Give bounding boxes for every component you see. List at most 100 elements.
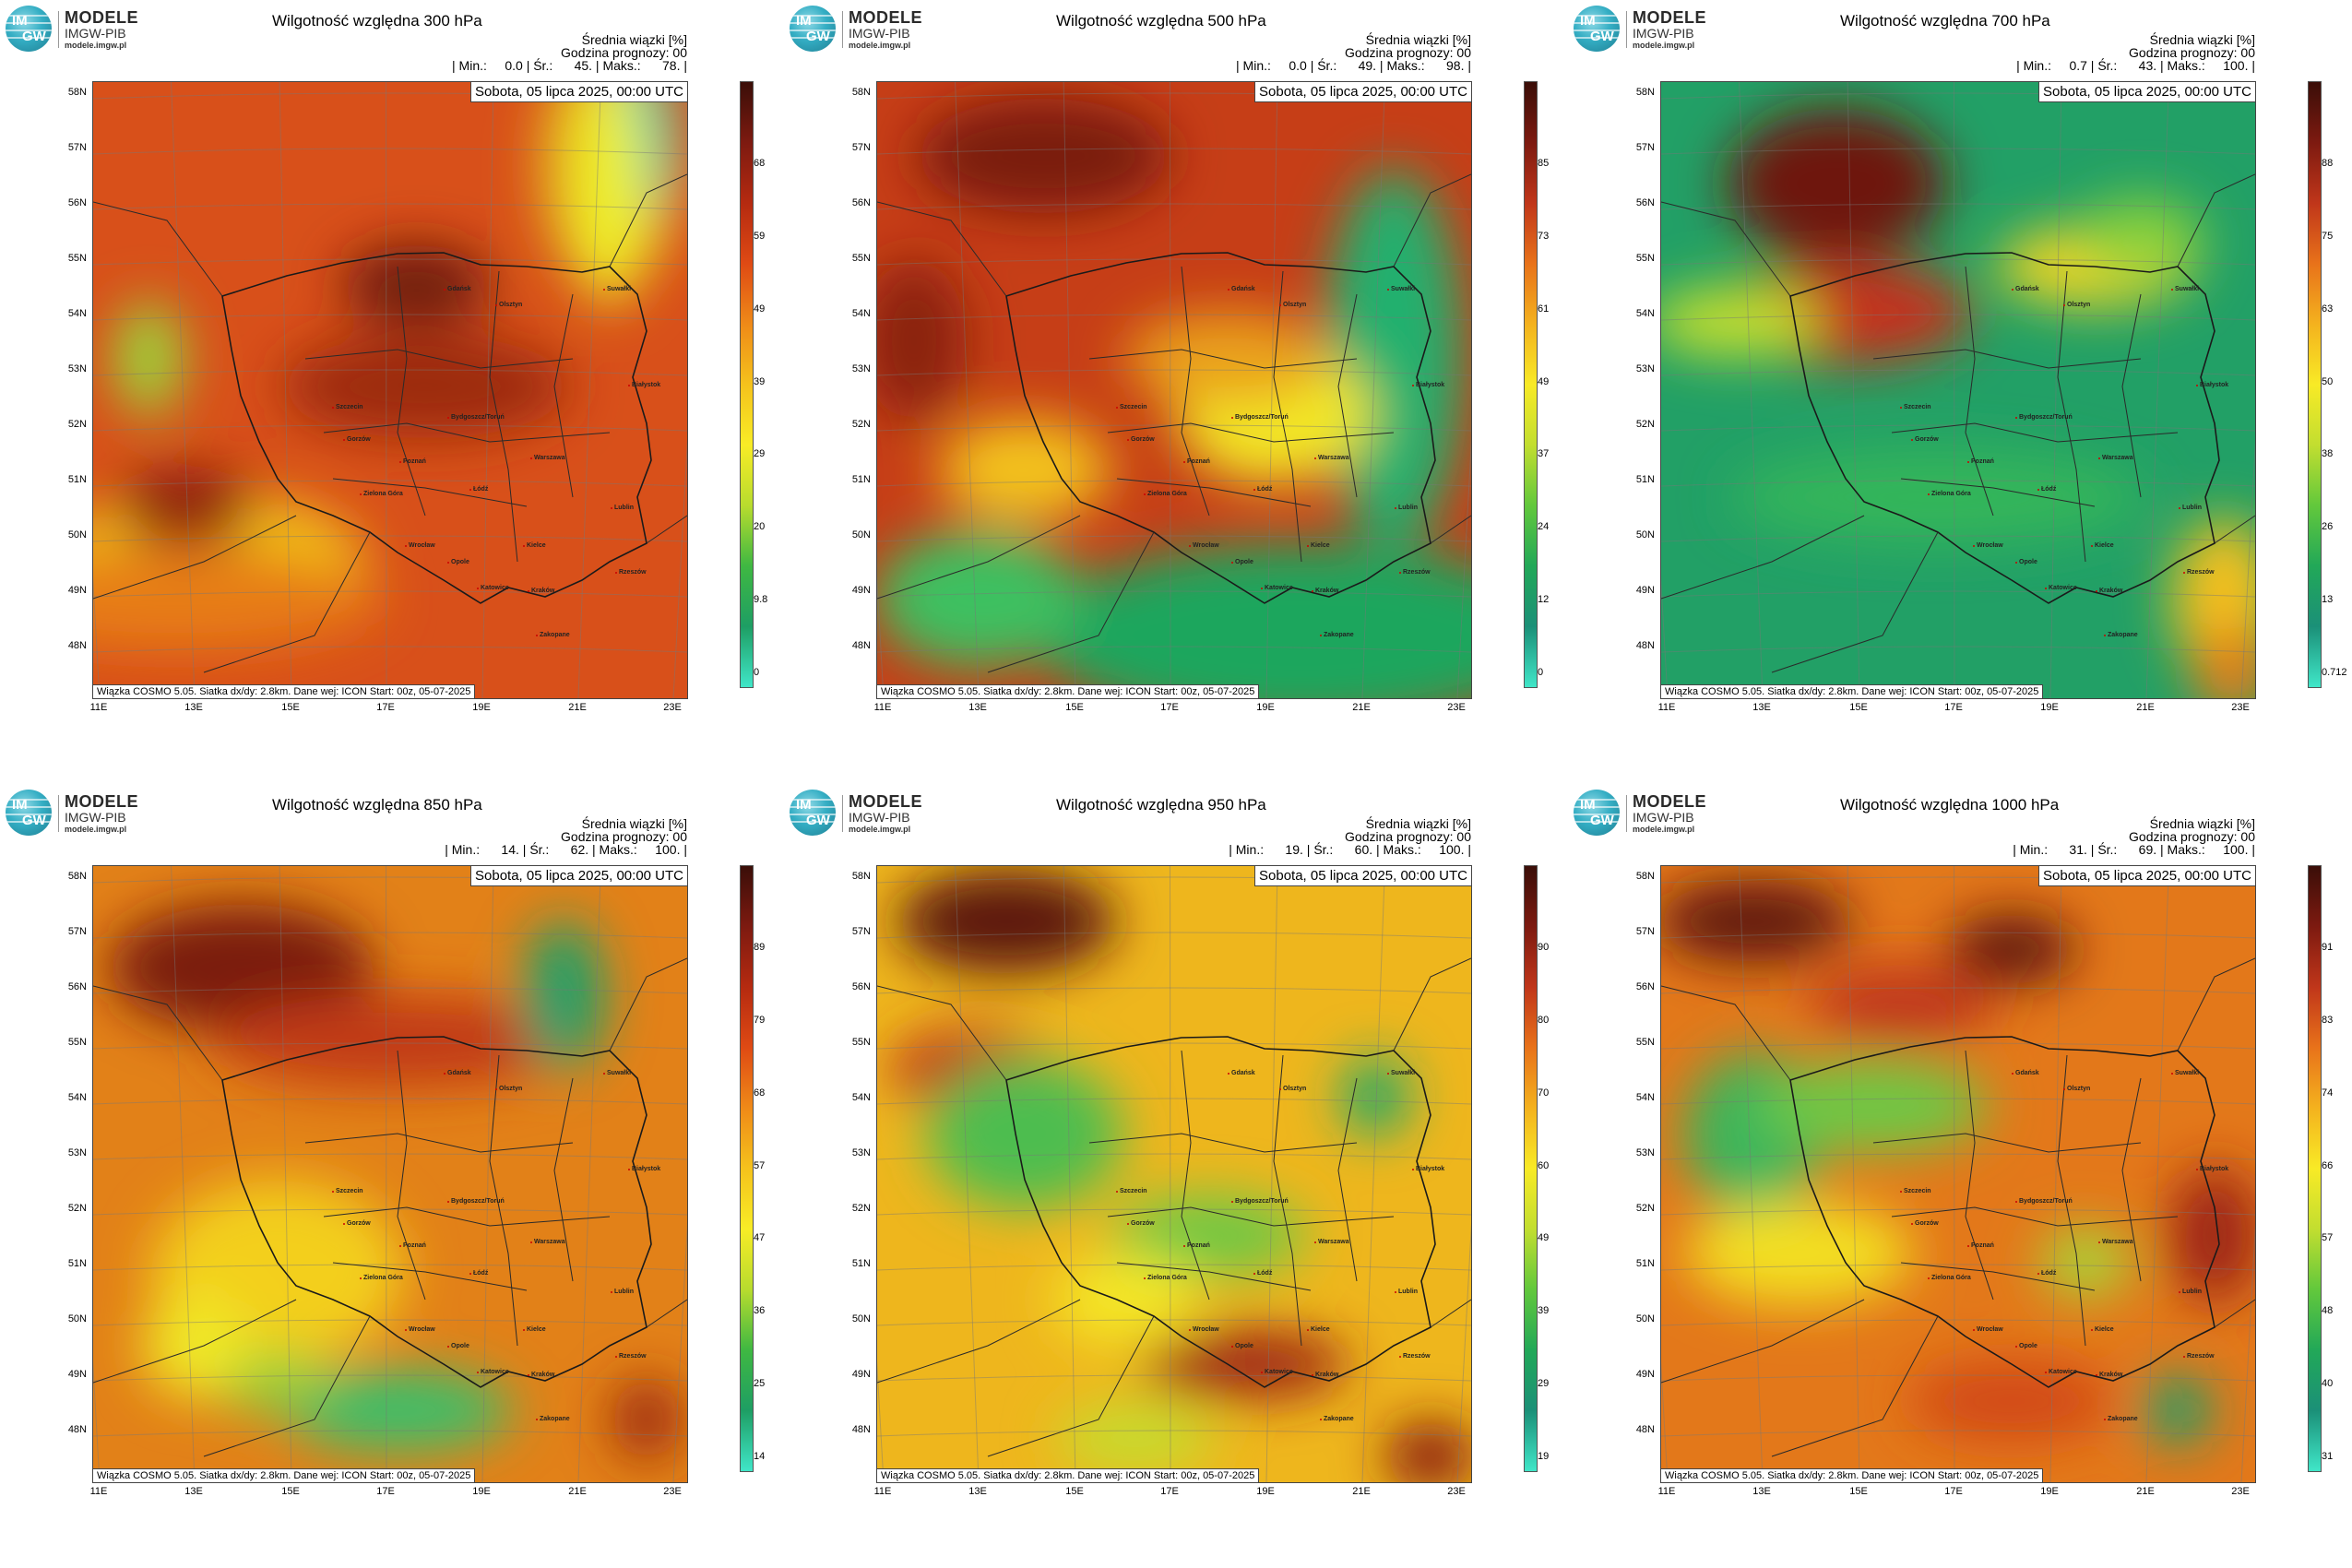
- city-label: Suwałki: [1386, 1070, 1416, 1076]
- longitude-label: 21E: [2136, 1486, 2155, 1497]
- colorbar-tick: 24: [1538, 521, 1550, 533]
- latitude-label: 58N: [67, 87, 87, 98]
- latitude-label: 52N: [67, 419, 87, 430]
- latitude-label: 50N: [67, 1313, 87, 1324]
- latitude-label: 53N: [1635, 1147, 1655, 1158]
- city-label: Kielce: [1307, 1326, 1330, 1333]
- colorbar-tick: 38: [2322, 448, 2334, 460]
- humidity-field: [93, 82, 687, 698]
- latitude-label: 57N: [67, 926, 87, 937]
- colorbar-tick: 13: [2322, 594, 2334, 606]
- colorbar-tick: 39: [754, 375, 766, 387]
- logo-subtitle: IMGW-PIB: [1633, 26, 1694, 41]
- latitude-label: 50N: [1635, 1313, 1655, 1324]
- logo-title: MODELE: [1633, 8, 1707, 27]
- logo-im-text: IM: [1580, 13, 1596, 29]
- latitude-label: 56N: [67, 981, 87, 992]
- longitude-label: 17E: [1160, 1486, 1179, 1497]
- panel-title: Wilgotność względna 1000 hPa: [1840, 796, 2060, 814]
- city-label: Warszawa: [530, 455, 565, 461]
- colorbar-tick: 0: [1538, 667, 1544, 678]
- longitude-label: 19E: [1256, 702, 1275, 713]
- stats-block: Średnia wiązki [%] Godzina prognozy: 00 | …: [445, 817, 687, 856]
- longitude-label: 13E: [968, 702, 987, 713]
- map-area: Gdańsk Olsztyn Szczecin Bydgoszcz/Toruń Biał…: [876, 865, 1472, 1483]
- city-label: Zielona Góra: [1928, 1275, 1971, 1281]
- city-label: Opole: [2015, 1343, 2037, 1349]
- city-label: Zakopane: [1320, 632, 1354, 638]
- colorbar-tick: 48: [2322, 1305, 2334, 1317]
- longitude-label: 15E: [281, 702, 300, 713]
- colorbar: [740, 81, 754, 688]
- latitude-label: 56N: [1635, 981, 1655, 992]
- city-label: Szczecin: [1900, 404, 1931, 410]
- logo-title: MODELE: [65, 8, 139, 27]
- city-label: Poznań: [1967, 1242, 1994, 1249]
- colorbar-tick: 29: [754, 448, 766, 460]
- colorbar-tick: 25: [754, 1378, 766, 1390]
- colorbar-tick: 63: [2322, 303, 2334, 315]
- city-label: Wrocław: [405, 542, 435, 549]
- colorbar-tick: 12: [1538, 594, 1550, 606]
- colorbar-tick: 40: [2322, 1378, 2334, 1390]
- stats-values: | Min.: 19. | Śr.: 60. | Maks.: 100. |: [1229, 842, 1471, 857]
- latitude-label: 57N: [67, 142, 87, 153]
- latitude-label: 51N: [67, 1258, 87, 1269]
- city-label: Bydgoszcz/Toruń: [2015, 414, 2073, 421]
- city-label: Opole: [1231, 1343, 1253, 1349]
- colorbar-tick: 19: [1538, 1451, 1550, 1462]
- logo-title: MODELE: [849, 792, 923, 811]
- imgw-logo: IM GW MODELE IMGW-PIB modele.imgw.pl: [1574, 790, 1721, 836]
- city-label: Gorzów: [343, 436, 371, 443]
- colorbar-tick: 80: [1538, 1014, 1550, 1026]
- forecast-date: Sobota, 05 lipca 2025, 00:00 UTC: [1254, 866, 1471, 886]
- longitude-label: 23E: [2231, 702, 2250, 713]
- stats-values: | Min.: 31. | Śr.: 69. | Maks.: 100. |: [2013, 842, 2255, 857]
- city-label: Kraków: [527, 1372, 555, 1378]
- city-label: Bydgoszcz/Toruń: [2015, 1198, 2073, 1205]
- city-label: Warszawa: [1314, 455, 1349, 461]
- stats-block: Średnia wiązki [%] Godzina prognozy: 00 | …: [1236, 33, 1471, 72]
- city-label: Katowice: [2045, 1369, 2077, 1375]
- stats-block: Średnia wiązki [%] Godzina prognozy: 00 | …: [452, 33, 687, 72]
- city-label: Poznań: [399, 458, 426, 465]
- city-label: Bydgoszcz/Toruń: [1231, 1198, 1289, 1205]
- latitude-label: 58N: [1635, 87, 1655, 98]
- city-label: Łódź: [2037, 1270, 2057, 1277]
- longitude-label: 21E: [568, 1486, 587, 1497]
- colorbar-tick: 57: [2322, 1232, 2334, 1244]
- city-label: Lublin: [1395, 505, 1418, 511]
- stats-values: | Min.: 0.7 | Śr.: 43. | Maks.: 100. |: [2016, 58, 2255, 73]
- latitude-label: 58N: [67, 871, 87, 882]
- latitude-label: 54N: [1635, 1092, 1655, 1103]
- stats-block: Średnia wiązki [%] Godzina prognozy: 00 | …: [2016, 33, 2255, 72]
- city-label: Poznań: [1967, 458, 1994, 465]
- city-label: Zielona Góra: [1144, 491, 1187, 497]
- latitude-label: 56N: [851, 197, 871, 208]
- city-label: Szczecin: [1116, 1188, 1147, 1194]
- panel-title: Wilgotność względna 300 hPa: [272, 12, 482, 30]
- colorbar-tick: 31: [2322, 1451, 2334, 1462]
- latitude-label: 58N: [851, 87, 871, 98]
- city-label: Poznań: [399, 1242, 426, 1249]
- longitude-label: 13E: [184, 1486, 203, 1497]
- forecast-panel: IM GW MODELE IMGW-PIB modele.imgw.pl Wilgotno…: [0, 784, 784, 1568]
- admin-borders: [877, 173, 1471, 673]
- city-label: Rzeszów: [615, 1353, 647, 1360]
- longitude-label: 23E: [663, 702, 682, 713]
- city-label: Suwałki: [1386, 286, 1416, 292]
- logo-url: modele.imgw.pl: [1633, 41, 1695, 50]
- forecast-hour: Godzina prognozy: 00: [561, 829, 687, 844]
- city-label: Białystok: [1411, 1166, 1445, 1172]
- logo-title: MODELE: [1633, 792, 1707, 811]
- city-label: Kielce: [2091, 1326, 2114, 1333]
- city-label: Rzeszów: [2183, 569, 2215, 576]
- logo-im-text: IM: [12, 13, 28, 29]
- city-label: Lublin: [2179, 505, 2202, 511]
- city-label: Białystok: [627, 1166, 661, 1172]
- latitude-label: 49N: [1635, 585, 1655, 596]
- city-label: Wrocław: [1973, 542, 2003, 549]
- latitude-label: 55N: [1635, 253, 1655, 264]
- colorbar-tick: 47: [754, 1232, 766, 1244]
- latitude-label: 54N: [1635, 308, 1655, 319]
